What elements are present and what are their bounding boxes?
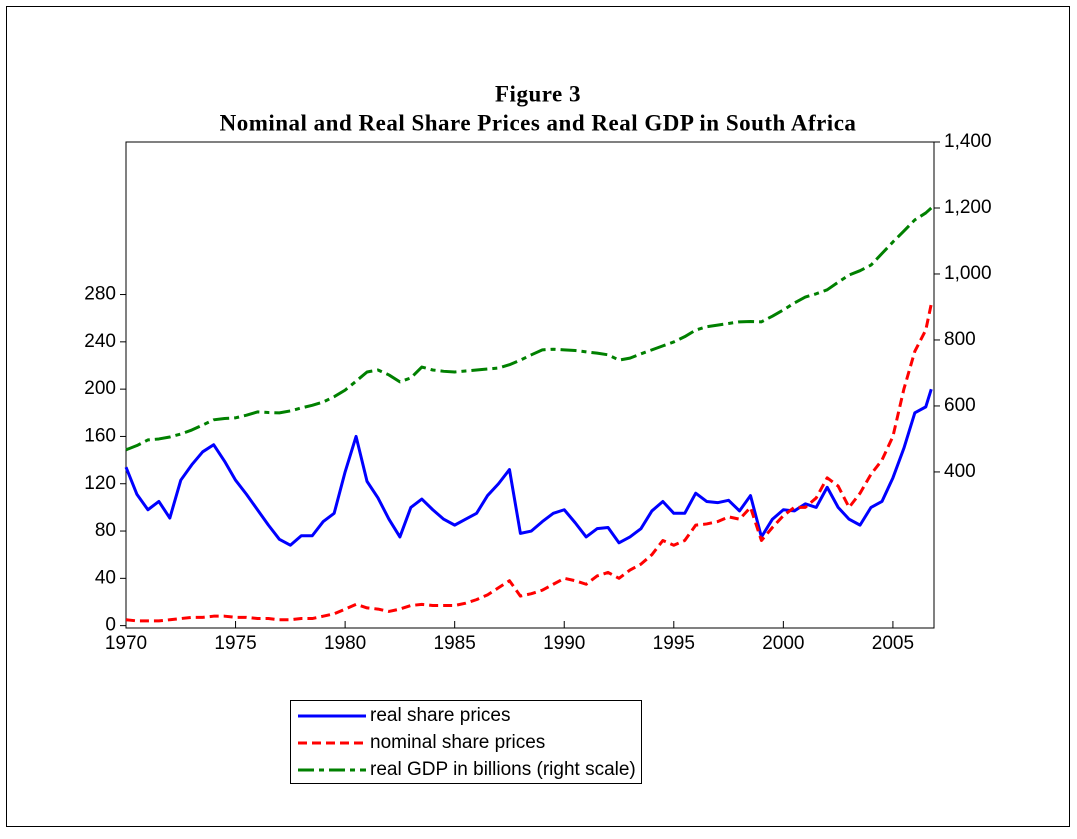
series-line [125,206,933,452]
x-tick-label: 1995 [653,633,695,654]
series-line [125,303,933,623]
y-tick-label: 0 [105,615,116,636]
chart-subtitle: Nominal and Real Share Prices and Real G… [220,110,857,135]
x-tick-label: 2000 [762,633,804,654]
plot-area [125,141,935,629]
y-tick-label: 40 [95,567,116,588]
legend-label: nominal share prices [370,732,545,753]
y2-tick-label: 400 [944,461,976,482]
y-tick-label: 120 [84,473,116,494]
frame [6,6,1070,827]
y2-tick-label: 600 [944,395,976,416]
y2-tick-label: 1,200 [944,197,992,218]
legend-label: real GDP in billions (right scale) [370,759,636,780]
chart-title: Figure 3 [495,81,581,106]
y2-tick-label: 1,000 [944,263,992,284]
y2-tick-label: 1,400 [944,131,992,152]
y-tick-label: 240 [84,331,116,352]
x-tick-label: 2005 [872,633,914,654]
series-line [124,388,933,547]
legend-label: real share prices [370,705,510,726]
x-tick-label: 1990 [543,633,585,654]
x-tick-label: 1970 [105,633,147,654]
y-tick-label: 160 [84,425,116,446]
y-tick-label: 200 [84,378,116,399]
y2-tick-label: 800 [944,329,976,350]
x-tick-label: 1985 [434,633,476,654]
x-tick-label: 1975 [214,633,256,654]
y-tick-label: 280 [84,284,116,305]
x-tick-label: 1980 [324,633,366,654]
y-tick-label: 80 [95,520,116,541]
